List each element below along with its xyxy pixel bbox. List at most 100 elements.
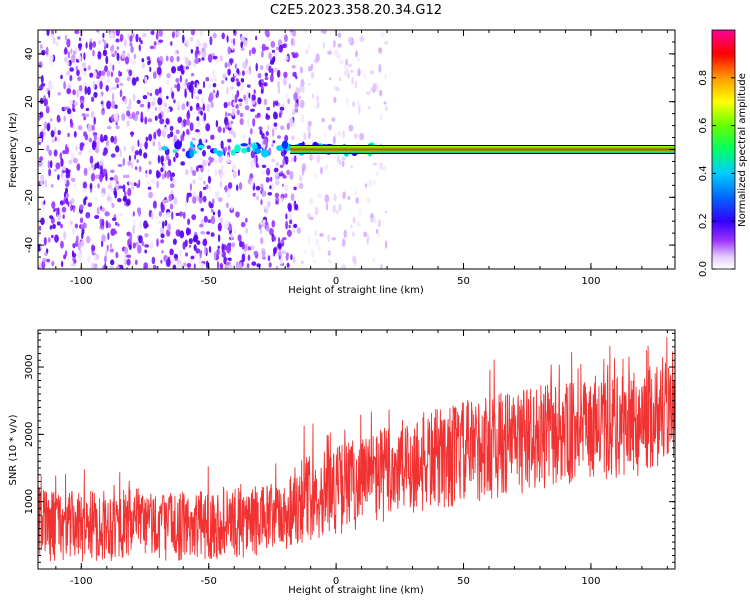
- spectrogram-cell: [173, 135, 177, 144]
- spectrogram-cell: [57, 91, 61, 96]
- spectrogram-cell: [332, 204, 337, 214]
- spectrogram-cell: [102, 107, 105, 111]
- spectrogram-cell: [46, 122, 51, 132]
- spectrogram-cell: [74, 30, 80, 35]
- spectrogram-cell: [106, 244, 109, 252]
- spectrogram-cell: [169, 248, 174, 256]
- spectrogram-cell: [78, 250, 81, 257]
- spectrogram-cell: [153, 41, 157, 46]
- spectrogram-cell: [89, 41, 93, 51]
- spectrogram-cell: [298, 95, 301, 100]
- spectrogram-cell: [251, 177, 254, 187]
- spectrogram-cell: [221, 80, 225, 85]
- spectrogram-cell: [81, 113, 86, 117]
- spectrogram-cell: [92, 140, 97, 150]
- spectrogram-cell: [214, 74, 217, 83]
- spectrogram-cell: [199, 190, 203, 198]
- spectrogram-cell: [106, 196, 111, 202]
- spectrogram-cell: [88, 149, 93, 154]
- spectrogram-cell: [202, 159, 207, 167]
- spectrogram-cell: [106, 69, 111, 77]
- spectrogram-cell: [127, 161, 131, 166]
- spectrogram-cell: [206, 145, 211, 150]
- spectrogram-cell: [45, 46, 49, 56]
- spectrogram-cell: [160, 259, 163, 264]
- spectrogram-cell: [217, 209, 221, 218]
- spectrogram-cell: [238, 98, 243, 103]
- spectrogram-cell: [126, 254, 132, 259]
- spectrogram-cell: [237, 234, 242, 242]
- spectrogram-cell: [201, 57, 205, 61]
- spectrogram-cell: [228, 264, 233, 269]
- x-tick-label: 100: [581, 276, 600, 287]
- spectrogram-cell: [375, 170, 379, 176]
- spectrogram-cell: [281, 197, 284, 203]
- spectrogram-cell: [255, 62, 258, 72]
- spectrogram-cell: [94, 184, 97, 189]
- spectrogram-cell: [256, 195, 259, 201]
- spectrogram-cell: [271, 158, 276, 163]
- spectrogram-cell: [91, 244, 96, 252]
- spectrogram-cell: [174, 84, 177, 89]
- spectrogram-cell: [51, 33, 54, 41]
- spectrogram-cell: [292, 71, 297, 78]
- spectrogram-cell: [189, 36, 194, 42]
- x-tick-label: 50: [457, 576, 470, 587]
- spectrogram-cell: [333, 96, 337, 104]
- spectrogram-cell: [285, 213, 288, 220]
- spectrogram-cell: [151, 211, 154, 220]
- spectrogram-cell: [225, 121, 229, 125]
- spectrogram-cell: [220, 251, 223, 256]
- spectrogram-cell: [230, 58, 233, 66]
- spectrogram-cell: [285, 252, 289, 259]
- spectrogram-cell: [311, 154, 315, 159]
- spectrogram-cell: [187, 100, 191, 108]
- spectrogram-cell: [208, 185, 212, 192]
- spectrogram-cell: [234, 63, 237, 69]
- spectrogram-cell: [205, 77, 210, 82]
- spectrogram-cell: [147, 101, 151, 109]
- spectrogram-cell: [284, 156, 289, 165]
- spectrogram-cell: [291, 51, 295, 56]
- spectrogram-cell: [182, 34, 185, 44]
- spectrogram-cell: [238, 262, 243, 269]
- spectrogram-cell: [385, 105, 388, 111]
- spectrogram-cell: [48, 237, 51, 243]
- carrier-blob: [281, 140, 289, 150]
- spectrogram-cell: [299, 83, 303, 93]
- spectrogram-cell: [345, 58, 348, 66]
- spectrogram-cell: [324, 194, 330, 203]
- spectrogram-cell: [97, 51, 102, 60]
- spectrogram-cell: [165, 55, 169, 62]
- spectrogram-cell: [225, 77, 228, 81]
- spectrogram-cell: [289, 219, 293, 225]
- spectrogram-cell: [129, 35, 133, 43]
- spectrogram-cell: [173, 99, 176, 104]
- spectrogram-cell: [169, 203, 174, 210]
- spectrogram-cell: [379, 113, 383, 121]
- spectrogram-cell: [366, 233, 370, 243]
- spectrogram-cell: [133, 219, 136, 225]
- spectrogram-cell: [62, 214, 65, 220]
- spectrogram-cell: [176, 82, 181, 92]
- spectrogram-cell: [190, 72, 195, 77]
- spectrogram-cell: [341, 160, 345, 168]
- carrier-blob: [189, 149, 195, 158]
- spectrogram-cell: [134, 154, 137, 160]
- spectrogram-cell: [38, 160, 43, 167]
- spectrogram-cell: [96, 161, 100, 169]
- spectrogram-cell: [88, 166, 92, 172]
- spectrogram-cell: [347, 195, 351, 201]
- spectrogram-cell: [215, 58, 219, 64]
- spectrogram-cell: [327, 250, 331, 256]
- spectrogram-cell: [54, 234, 59, 243]
- spectrogram-cell: [108, 181, 114, 186]
- spectrogram-cell: [99, 133, 104, 143]
- spectrogram-cell: [118, 185, 124, 189]
- spectrogram-cell: [143, 152, 148, 159]
- spectrogram-cell: [117, 198, 122, 203]
- spectrogram-cell: [227, 112, 231, 117]
- spectrogram-cell: [298, 182, 304, 189]
- spectrogram-cell: [260, 199, 263, 206]
- spectrogram-cell: [239, 240, 243, 248]
